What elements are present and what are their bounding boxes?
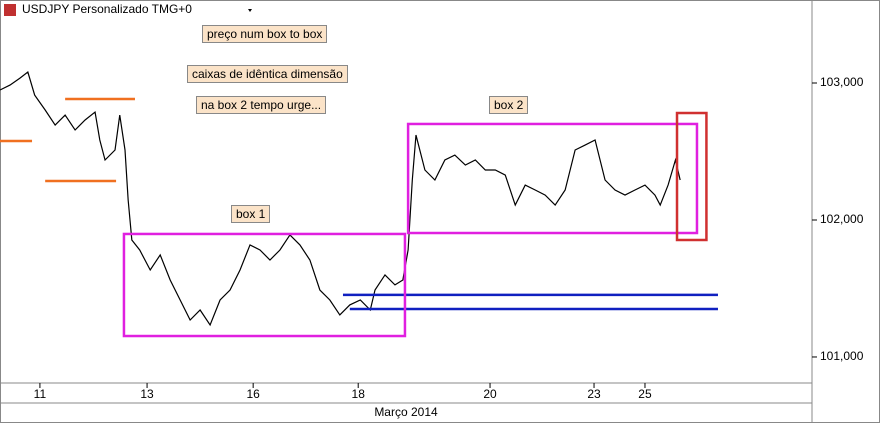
x-tick-label: 16 [246, 387, 260, 401]
y-tick-label: 102,000 [820, 212, 864, 226]
x-tick-label: 25 [638, 387, 652, 401]
symbol-icon [4, 4, 16, 16]
x-tick-label: 11 [34, 387, 47, 401]
box [675, 111, 708, 242]
x-tick-label: 18 [352, 387, 366, 401]
annotation: preço num box to box [202, 25, 328, 43]
x-tick-label: 23 [587, 387, 601, 401]
box [122, 232, 407, 338]
price-line [0, 71, 681, 327]
annotation: box 2 [489, 96, 529, 114]
box [406, 122, 699, 235]
annotation: na box 2 tempo urge... [196, 96, 327, 114]
dropdown-arrow[interactable] [248, 9, 252, 12]
x-tick-label: 13 [140, 387, 154, 401]
chart-title: USDJPY Personalizado TMG+0 [22, 2, 192, 16]
annotation: box 1 [231, 205, 271, 223]
y-tick-label: 103,000 [820, 75, 864, 89]
y-tick-label: 101,000 [820, 349, 864, 363]
x-tick-label: 20 [483, 387, 497, 401]
annotation: caixas de idêntica dimensão [187, 65, 348, 83]
x-axis-title: Março 2014 [374, 405, 438, 419]
